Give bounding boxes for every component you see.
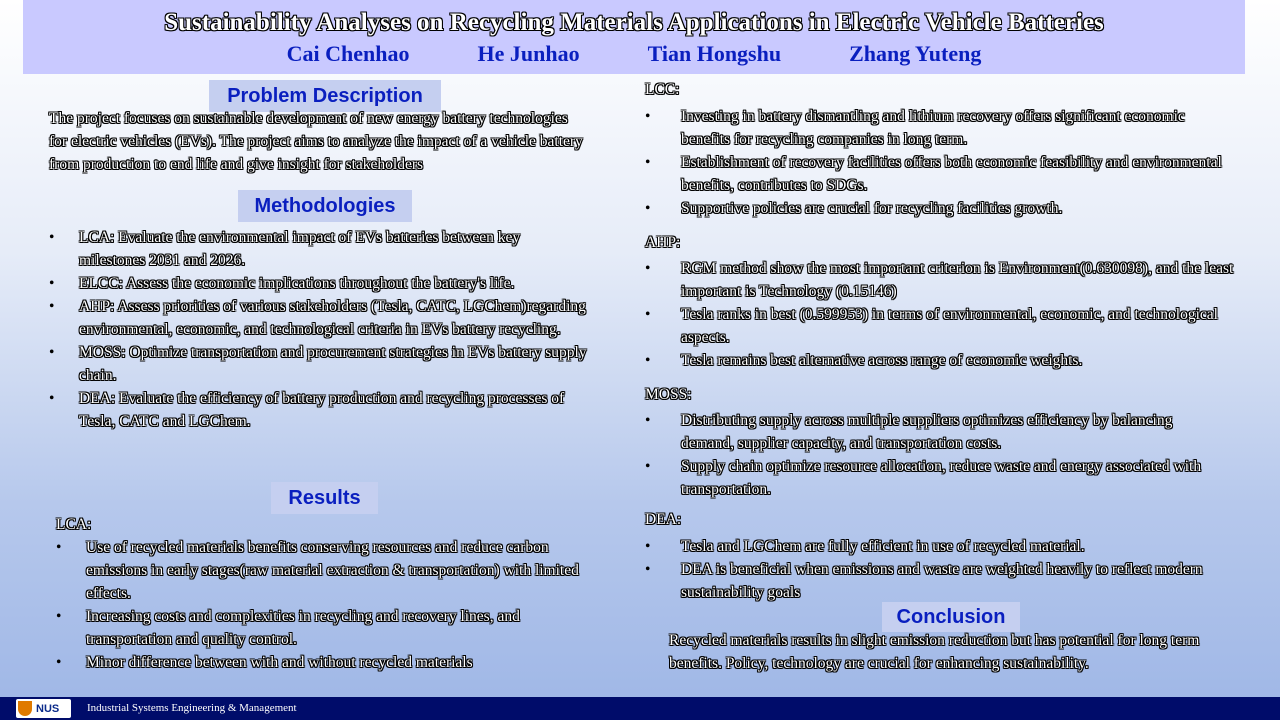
list-item: MOSS: Optimize transportation and procur…: [49, 341, 589, 387]
results-heading: Results: [271, 482, 378, 514]
list-item: ELCC: Assess the economic implications t…: [49, 272, 589, 295]
nus-logo: NUS: [16, 699, 71, 718]
problem-description-text: The project focuses on sustainable devel…: [49, 110, 583, 173]
author-list: Cai Chenhao He Junhao Tian Hongshu Zhang…: [23, 41, 1245, 67]
list-item: Minor difference between with and withou…: [56, 651, 594, 674]
list-item: AHP: Assess priorities of various stakeh…: [49, 295, 589, 341]
list-item: RGM method show the most important crite…: [645, 257, 1235, 303]
list-item: Use of recycled materials benefits conse…: [56, 536, 594, 605]
poster-title: Sustainability Analyses on Recycling Mat…: [164, 9, 1104, 36]
author-name: He Junhao: [477, 41, 580, 66]
lcc-results-list: Investing in battery dismantling and lit…: [645, 105, 1235, 220]
methodologies-heading: Methodologies: [238, 190, 412, 222]
lca-label: LCA:: [56, 516, 92, 533]
conclusion-heading: Conclusion: [882, 602, 1020, 632]
list-item: Supply chain optimize resource allocatio…: [645, 455, 1205, 501]
list-item: Tesla and LGChem are fully efficient in …: [645, 535, 1215, 558]
list-item: DEA is beneficial when emissions and was…: [645, 558, 1215, 604]
conclusion-text: Recycled materials results in slight emi…: [669, 632, 1200, 672]
author-name: Cai Chenhao: [286, 41, 410, 66]
ahp-label: AHP:: [645, 234, 681, 251]
methodologies-list: LCA: Evaluate the environmental impact o…: [49, 226, 589, 433]
list-item: Distributing supply across multiple supp…: [645, 409, 1205, 455]
list-item: Investing in battery dismantling and lit…: [645, 105, 1235, 151]
problem-description-heading: Problem Description: [209, 80, 441, 112]
title-banner: Sustainability Analyses on Recycling Mat…: [23, 0, 1245, 74]
author-name: Zhang Yuteng: [849, 41, 982, 66]
list-item: Increasing costs and complexities in rec…: [56, 605, 594, 651]
list-item: LCA: Evaluate the environmental impact o…: [49, 226, 589, 272]
department-name: Industrial Systems Engineering & Managem…: [87, 702, 297, 714]
ahp-results-list: RGM method show the most important crite…: [645, 257, 1235, 372]
footer-bar: NUS Industrial Systems Engineering & Man…: [0, 697, 1280, 720]
moss-label: MOSS:: [645, 386, 692, 403]
dea-label: DEA:: [645, 511, 682, 528]
list-item: Establishment of recovery facilities off…: [645, 151, 1235, 197]
list-item: Tesla ranks in best (0.599953) in terms …: [645, 303, 1235, 349]
list-item: DEA: Evaluate the efficiency of battery …: [49, 387, 589, 433]
list-item: Tesla remains best alternative across ra…: [645, 349, 1235, 372]
logo-text: NUS: [36, 702, 60, 715]
list-item: Supportive policies are crucial for recy…: [645, 197, 1235, 220]
crest-icon: [18, 701, 32, 716]
moss-results-list: Distributing supply across multiple supp…: [645, 409, 1205, 501]
dea-results-list: Tesla and LGChem are fully efficient in …: [645, 535, 1215, 604]
lca-results-list: Use of recycled materials benefits conse…: [56, 536, 594, 674]
lcc-label: LCC:: [645, 81, 680, 98]
author-name: Tian Hongshu: [647, 41, 782, 66]
